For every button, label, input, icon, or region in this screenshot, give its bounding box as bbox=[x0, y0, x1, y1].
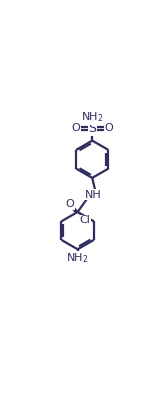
Text: Cl: Cl bbox=[79, 215, 90, 226]
Text: O: O bbox=[104, 123, 113, 133]
Text: NH$_2$: NH$_2$ bbox=[81, 110, 103, 124]
Text: O: O bbox=[72, 123, 80, 133]
Text: S: S bbox=[88, 122, 96, 135]
Text: NH: NH bbox=[85, 190, 101, 200]
Text: NH$_2$: NH$_2$ bbox=[66, 251, 89, 265]
Text: O: O bbox=[65, 199, 74, 209]
